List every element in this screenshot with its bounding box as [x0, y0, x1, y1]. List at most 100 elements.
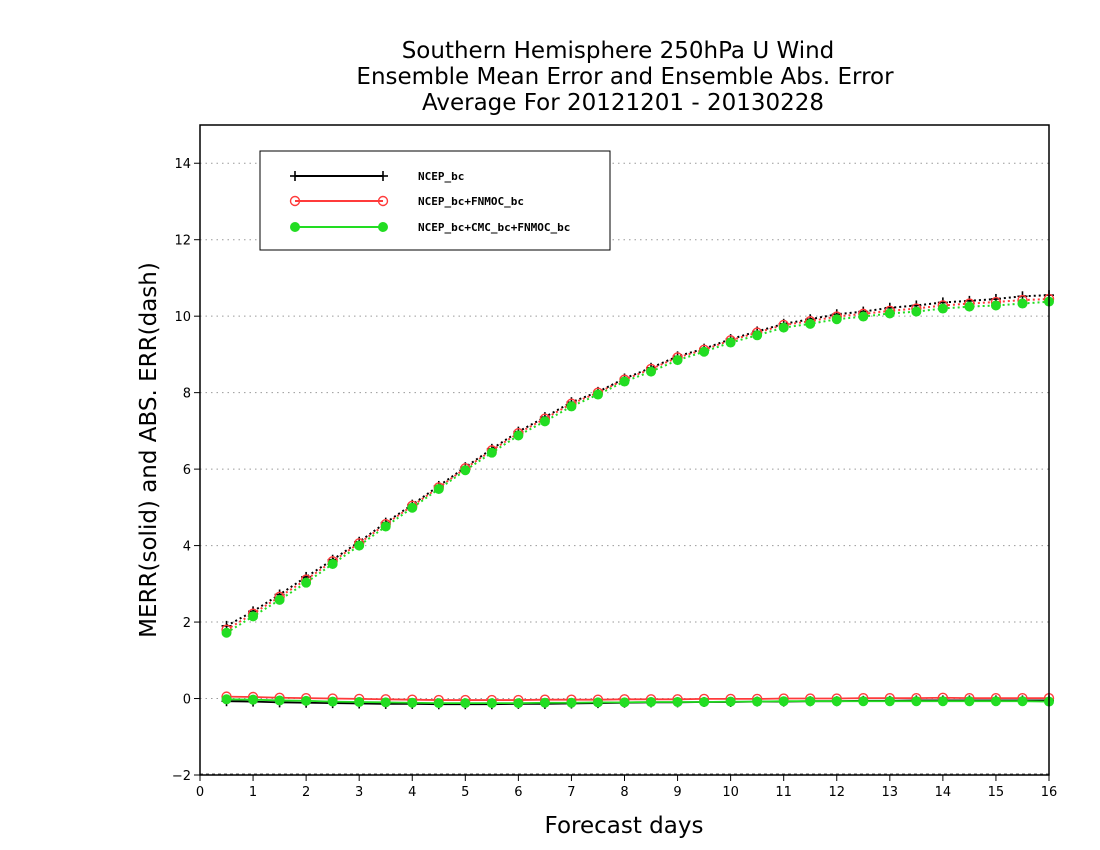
data-point — [831, 696, 842, 707]
data-point — [646, 696, 657, 707]
x-tick-label: 16 — [1041, 785, 1058, 800]
x-tick-label: 15 — [988, 785, 1005, 800]
x-tick-label: 6 — [514, 785, 522, 800]
data-point — [1017, 696, 1028, 707]
data-point — [354, 696, 365, 707]
y-tick-label: 2 — [183, 616, 191, 631]
data-point — [486, 447, 497, 458]
data-point — [990, 300, 1001, 311]
data-point — [858, 696, 869, 707]
y-tick-label: −2 — [172, 769, 191, 784]
data-point — [378, 222, 388, 232]
data-point — [964, 301, 975, 312]
data-point — [377, 195, 389, 207]
x-tick-label: 4 — [408, 785, 416, 800]
data-point — [884, 308, 895, 319]
y-tick-label: 6 — [183, 463, 191, 478]
x-axis: 0 1 2 3 4 5 6 7 8 9 10 11 12 13 14 15 16 — [196, 775, 1057, 800]
data-point — [380, 697, 391, 708]
data-point — [592, 389, 603, 400]
series-2 — [221, 293, 1055, 706]
data-point — [619, 376, 630, 387]
data-point — [513, 430, 524, 441]
data-point — [301, 577, 312, 588]
data-point — [407, 502, 418, 513]
data-point — [699, 346, 710, 357]
x-tick-label: 14 — [935, 785, 952, 800]
x-tick-label: 7 — [567, 785, 575, 800]
data-point — [778, 322, 789, 333]
data-point — [964, 696, 975, 707]
legend-item: NCEP_bc+CMC_bc+FNMOC_bc — [290, 221, 570, 234]
data-point — [805, 318, 816, 329]
y-tick-label: 14 — [174, 157, 191, 172]
y-tick-label: 4 — [183, 540, 191, 555]
x-tick-label: 9 — [673, 785, 681, 800]
data-point — [301, 695, 312, 706]
data-point — [566, 401, 577, 412]
data-point — [937, 696, 948, 707]
data-point — [911, 306, 922, 317]
data-point — [752, 696, 763, 707]
data-point — [805, 696, 816, 707]
x-tick-label: 0 — [196, 785, 204, 800]
y-tick-label: 12 — [174, 234, 191, 249]
y-tick-label: 0 — [183, 693, 191, 708]
x-tick-label: 5 — [461, 785, 469, 800]
series-layer — [221, 290, 1055, 710]
data-point — [354, 540, 365, 551]
data-point — [513, 698, 524, 709]
legend-item: NCEP_bc — [290, 170, 464, 183]
data-point — [937, 303, 948, 314]
data-point — [407, 697, 418, 708]
data-point — [592, 697, 603, 708]
data-point — [858, 311, 869, 322]
data-point — [725, 337, 736, 348]
chart-title-line-3: Average For 20121201 - 20130228 — [422, 90, 824, 116]
data-point — [699, 696, 710, 707]
data-point — [248, 611, 259, 622]
data-point — [911, 696, 922, 707]
y-tick-label: 10 — [174, 310, 191, 325]
abs-error-line — [226, 300, 1050, 634]
data-point — [566, 697, 577, 708]
x-tick-label: 11 — [775, 785, 792, 800]
data-point — [619, 697, 630, 708]
legend-label: NCEP_bc — [418, 170, 464, 183]
chart-title-line-1: Southern Hemisphere 250hPa U Wind — [402, 38, 835, 64]
data-point — [433, 698, 444, 709]
data-point — [539, 697, 550, 708]
legend-items: NCEP_bc NCEP_bc+FNMOC_bc NCEP_bc+CMC_bc+FN… — [289, 170, 570, 234]
data-point — [672, 696, 683, 707]
y-axis: −2 0 2 4 6 8 10 12 14 — [172, 157, 200, 784]
data-point — [221, 627, 232, 638]
data-point — [646, 366, 657, 377]
data-point — [327, 696, 338, 707]
y-tick-label: 8 — [183, 387, 191, 402]
x-tick-label: 13 — [882, 785, 899, 800]
data-point — [460, 698, 471, 709]
x-tick-label: 3 — [355, 785, 363, 800]
data-point — [378, 171, 388, 181]
x-tick-label: 12 — [828, 785, 845, 800]
data-point — [274, 695, 285, 706]
series-1 — [221, 290, 1054, 710]
legend: NCEP_bc NCEP_bc+FNMOC_bc NCEP_bc+CMC_bc+FN… — [259, 150, 611, 251]
data-point — [248, 694, 259, 705]
data-point — [221, 694, 232, 705]
x-tick-label: 8 — [620, 785, 628, 800]
data-point — [1017, 298, 1028, 309]
data-point — [380, 521, 391, 532]
abs-error-line — [226, 294, 1050, 627]
series-3 — [221, 296, 1054, 709]
data-point — [327, 558, 338, 569]
data-point — [990, 696, 1001, 707]
chart-title-line-2: Ensemble Mean Error and Ensemble Abs. Er… — [356, 64, 894, 90]
x-tick-label: 1 — [249, 785, 257, 800]
data-point — [274, 594, 285, 605]
x-axis-label: Forecast days — [545, 813, 704, 839]
data-point — [778, 696, 789, 707]
data-point — [290, 171, 300, 181]
data-point — [752, 330, 763, 341]
